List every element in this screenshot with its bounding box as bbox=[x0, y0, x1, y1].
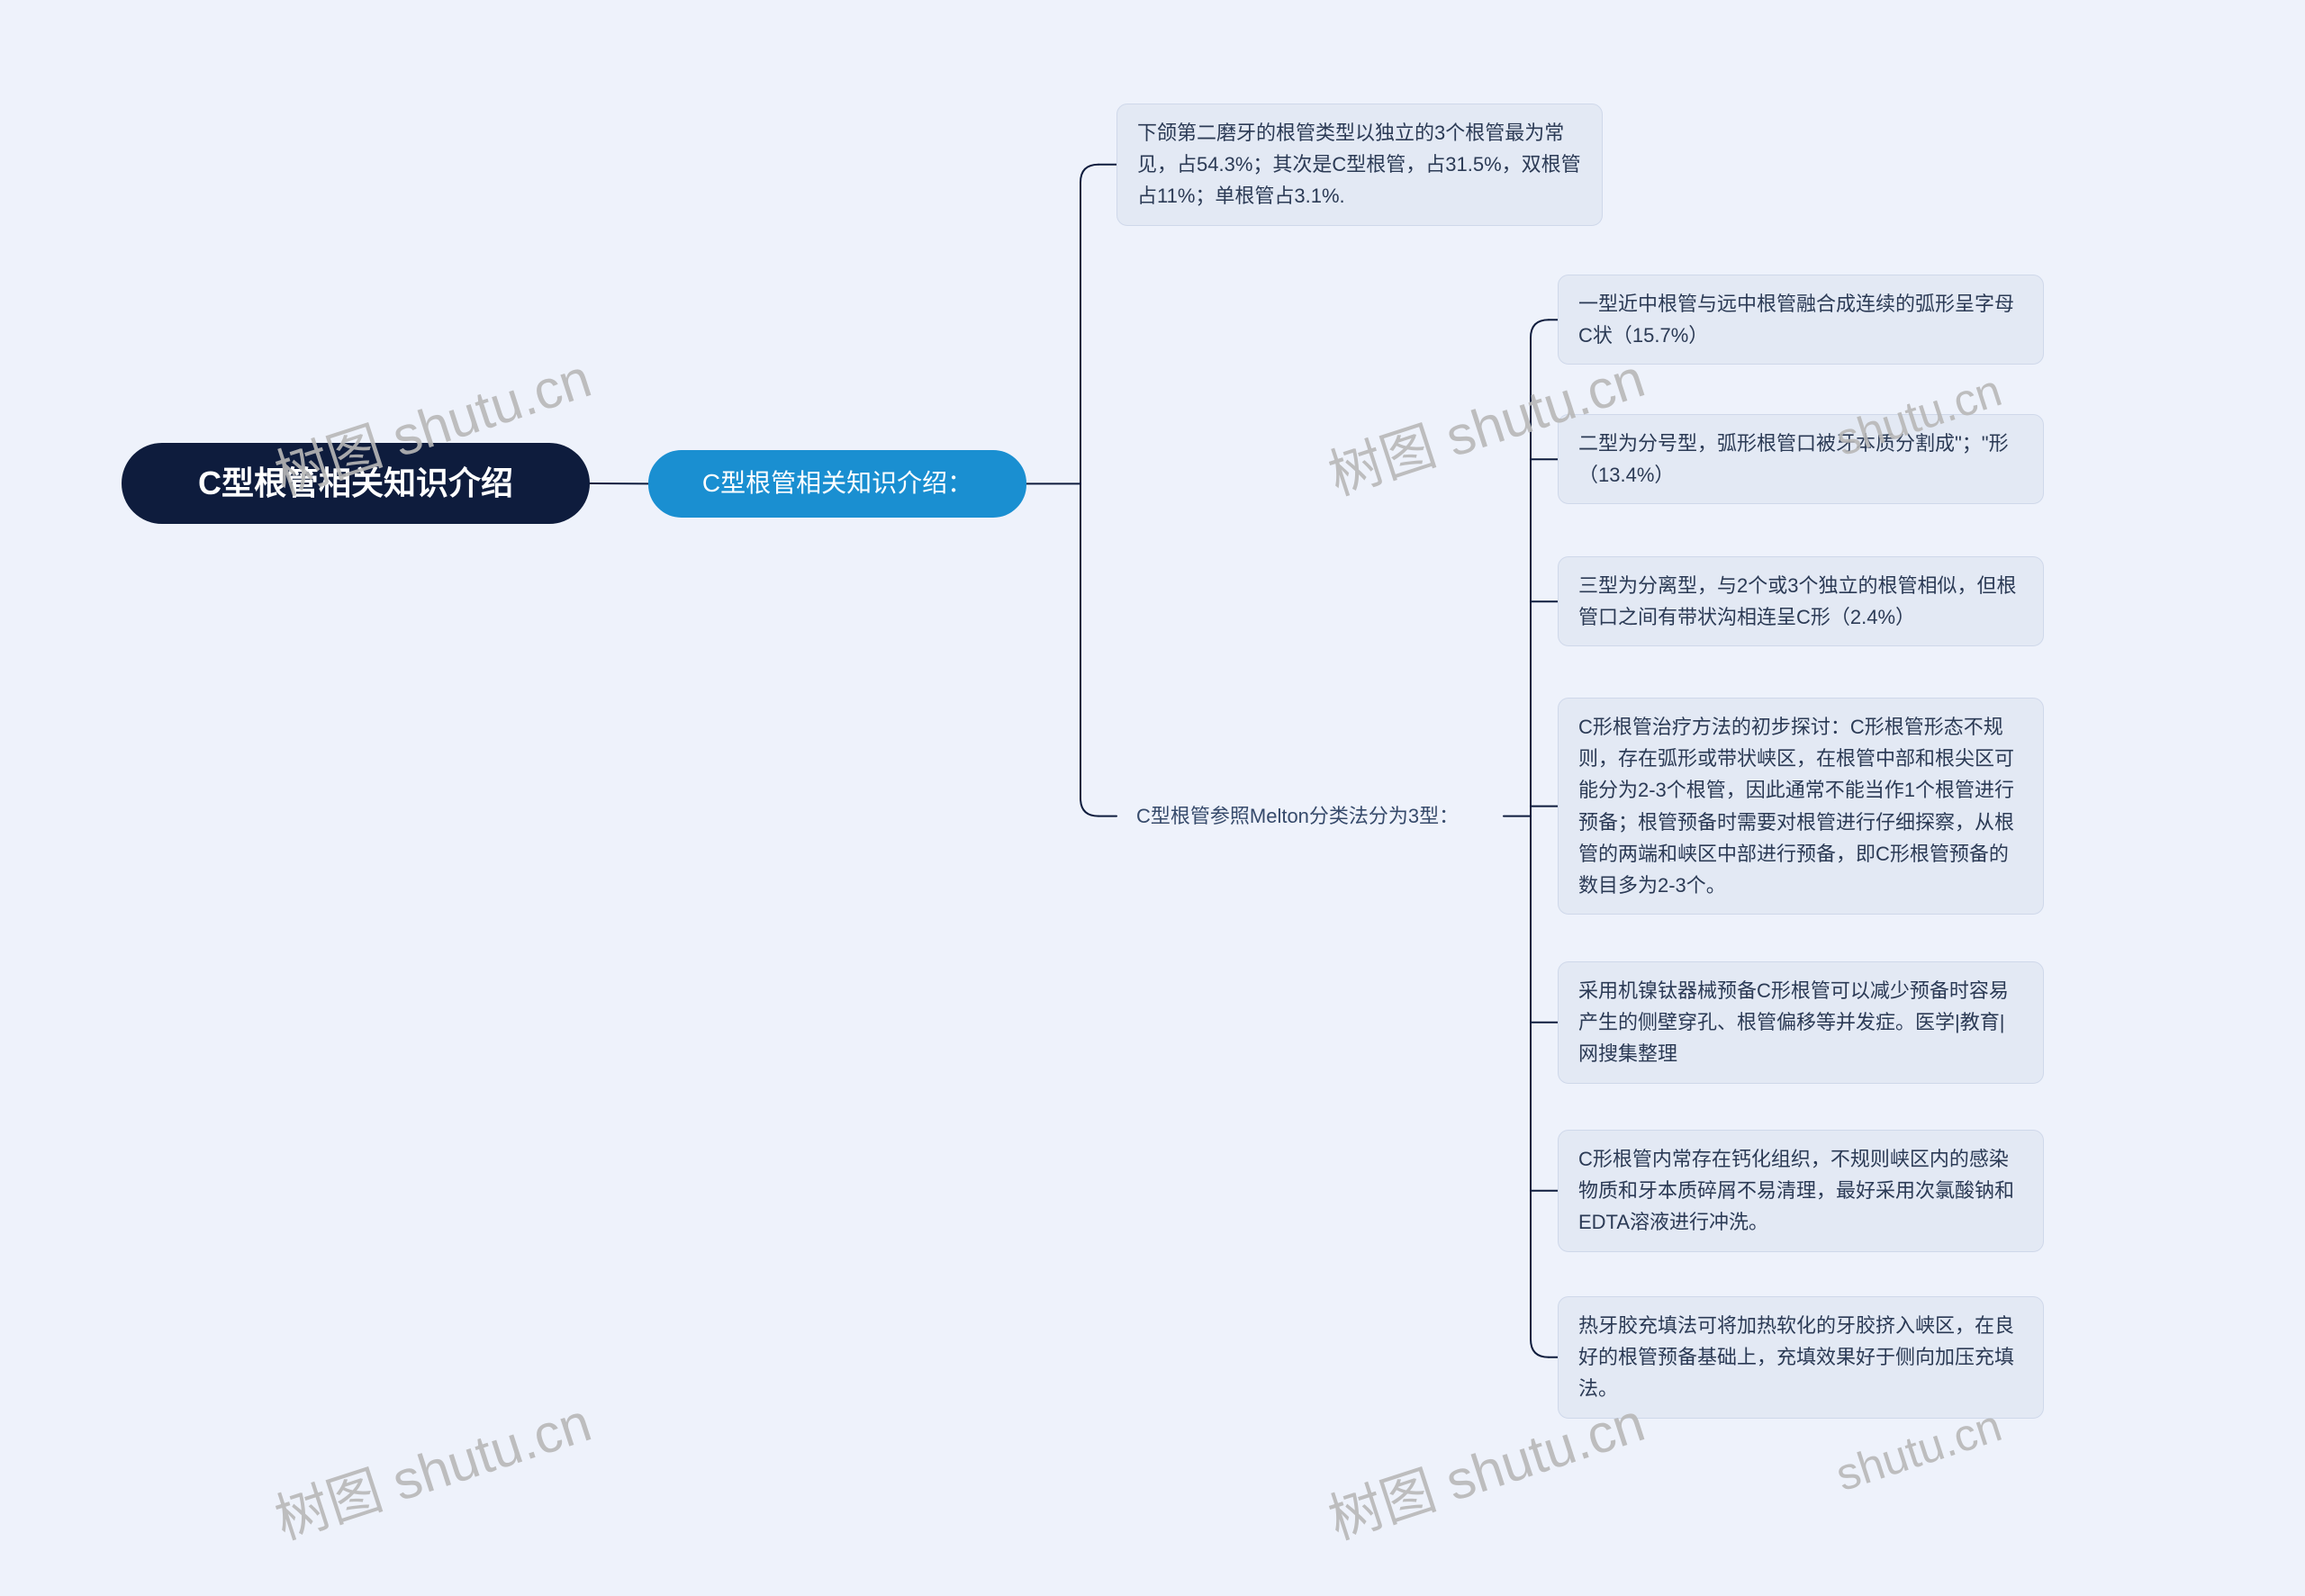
node-c3[interactable]: 三型为分离型，与2个或3个独立的根管相似，但根管口之间有带状沟相连呈C形（2.4… bbox=[1558, 556, 2044, 646]
node-label: 二型为分号型，弧形根管口被牙本质分割成"；"形（13.4%） bbox=[1578, 428, 2023, 491]
node-root[interactable]: C型根管相关知识介绍 bbox=[122, 443, 590, 524]
node-label: 下颌第二磨牙的根管类型以独立的3个根管最为常见，占54.3%；其次是C型根管，占… bbox=[1137, 117, 1582, 212]
node-c7[interactable]: 热牙胶充填法可将加热软化的牙胶挤入峡区，在良好的根管预备基础上，充填效果好于侧向… bbox=[1558, 1296, 2044, 1419]
node-label: C形根管治疗方法的初步探讨：C形根管形态不规则，存在弧形或带状峡区，在根管中部和… bbox=[1578, 711, 2023, 901]
node-lvl1[interactable]: C型根管相关知识介绍： bbox=[648, 450, 1026, 518]
node-label: 采用机镍钛器械预备C形根管可以减少预备时容易产生的侧壁穿孔、根管偏移等并发症。医… bbox=[1578, 975, 2023, 1070]
node-c5[interactable]: 采用机镍钛器械预备C形根管可以减少预备时容易产生的侧壁穿孔、根管偏移等并发症。医… bbox=[1558, 961, 2044, 1084]
node-b[interactable]: C型根管参照Melton分类法分为3型： bbox=[1116, 788, 1504, 844]
node-c4[interactable]: C形根管治疗方法的初步探讨：C形根管形态不规则，存在弧形或带状峡区，在根管中部和… bbox=[1558, 698, 2044, 915]
node-label: C型根管相关知识介绍 bbox=[198, 457, 513, 509]
watermark: 树图 shutu.cn bbox=[264, 1379, 600, 1555]
node-c1[interactable]: 一型近中根管与远中根管融合成连续的弧形呈字母C状（15.7%） bbox=[1558, 275, 2044, 365]
node-label: 一型近中根管与远中根管融合成连续的弧形呈字母C状（15.7%） bbox=[1578, 288, 2023, 351]
node-a[interactable]: 下颌第二磨牙的根管类型以独立的3个根管最为常见，占54.3%；其次是C型根管，占… bbox=[1116, 104, 1603, 226]
node-c6[interactable]: C形根管内常存在钙化组织，不规则峡区内的感染物质和牙本质碎屑不易清理，最好采用次… bbox=[1558, 1130, 2044, 1252]
node-label: 三型为分离型，与2个或3个独立的根管相似，但根管口之间有带状沟相连呈C形（2.4… bbox=[1578, 570, 2023, 633]
node-c2[interactable]: 二型为分号型，弧形根管口被牙本质分割成"；"形（13.4%） bbox=[1558, 414, 2044, 504]
node-label: C型根管相关知识介绍： bbox=[702, 464, 972, 504]
node-label: 热牙胶充填法可将加热软化的牙胶挤入峡区，在良好的根管预备基础上，充填效果好于侧向… bbox=[1578, 1310, 2023, 1405]
node-label: C型根管参照Melton分类法分为3型： bbox=[1136, 800, 1459, 832]
mindmap-canvas: C型根管相关知识介绍 C型根管相关知识介绍： 下颌第二磨牙的根管类型以独立的3个根管… bbox=[0, 0, 2305, 1596]
node-label: C形根管内常存在钙化组织，不规则峡区内的感染物质和牙本质碎屑不易清理，最好采用次… bbox=[1578, 1143, 2023, 1239]
